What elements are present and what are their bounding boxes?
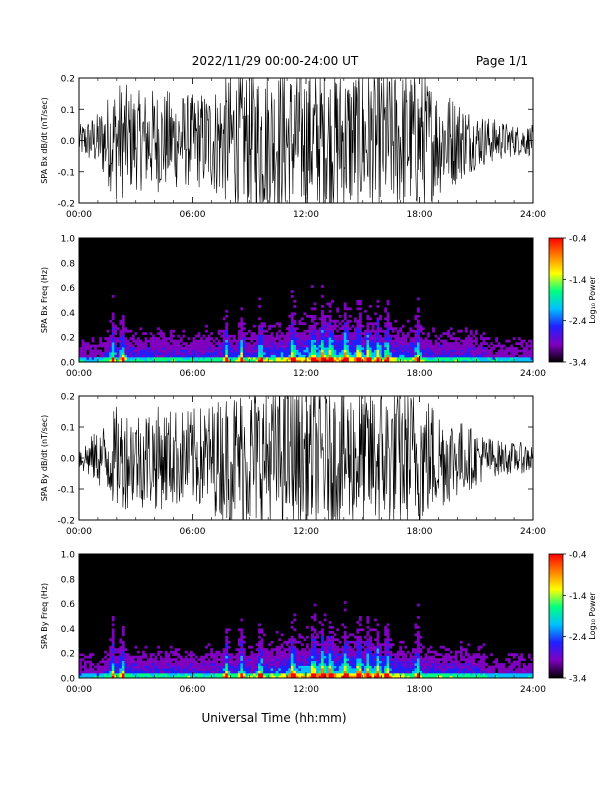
y-tick-label: 0.2 bbox=[61, 650, 75, 660]
colorbar-tick-label: -0.4 bbox=[569, 235, 587, 245]
x-tick-label: 24:00 bbox=[520, 210, 546, 220]
x-tick-label: 18:00 bbox=[407, 527, 433, 537]
colorbar bbox=[548, 553, 564, 679]
x-tick-label: 24:00 bbox=[520, 527, 546, 537]
x-tick-label: 12:00 bbox=[293, 210, 319, 220]
x-tick-label: 06:00 bbox=[180, 210, 206, 220]
y-tick-label: 0.2 bbox=[61, 75, 75, 85]
y-axis-label: SPA Bx dB/dt (nT/sec) bbox=[40, 97, 49, 184]
y-tick-label: 1.0 bbox=[61, 235, 76, 245]
x-tick-label: 18:00 bbox=[407, 210, 433, 220]
x-tick-label: 06:00 bbox=[180, 527, 206, 537]
y-axis-label: SPA By Freq (Hz) bbox=[40, 583, 49, 649]
y-axis-label: SPA By dB/dt (nT/sec) bbox=[40, 415, 49, 502]
colorbar-tick-label: -3.4 bbox=[569, 359, 587, 369]
y-tick-label: 0.6 bbox=[61, 600, 76, 610]
y-axis-label: SPA Bx Freq (Hz) bbox=[40, 267, 49, 333]
y-tick-label: 0.0 bbox=[61, 359, 76, 369]
colorbar-tick-label: -3.4 bbox=[569, 675, 587, 685]
panels: -0.2 -0.1 0.0 0.1 0.2 00:00 06:00 12:00 18:00 24:… bbox=[40, 75, 597, 696]
spectrogram-cells bbox=[79, 285, 534, 363]
x-tick-label: 06:00 bbox=[180, 685, 206, 695]
y-tick-label: 0.0 bbox=[61, 455, 76, 465]
x-tick-label: 18:00 bbox=[407, 369, 433, 379]
x-tick-label: 12:00 bbox=[293, 685, 319, 695]
colorbar-label: Log₁₀ Power bbox=[588, 276, 597, 324]
y-tick-label: 0.2 bbox=[61, 334, 75, 344]
x-tick-label: 24:00 bbox=[520, 685, 546, 695]
y-tick-label: 0.0 bbox=[61, 675, 76, 685]
colorbar-tick-label: -1.4 bbox=[569, 276, 587, 286]
y-tick-label: 0.0 bbox=[61, 137, 76, 147]
panel-4: -0.4 -1.4 -2.4 -3.4 Log₁₀ Power 0.0 0.2 0.4 0.6 0… bbox=[40, 551, 597, 696]
y-tick-label: 0.4 bbox=[61, 309, 76, 319]
colorbar-tick-label: -2.4 bbox=[569, 317, 587, 327]
figure-title: 2022/11/29 00:00-24:00 UT bbox=[192, 54, 359, 68]
y-tick-label: -0.2 bbox=[57, 200, 75, 210]
colorbar-label: Log₁₀ Power bbox=[588, 592, 597, 640]
y-tick-label: -0.2 bbox=[57, 517, 75, 527]
x-tick-label: 00:00 bbox=[66, 685, 92, 695]
panel-3: -0.2 -0.1 0.0 0.1 0.2 00:00 06:00 12:00 18:00 24:… bbox=[40, 393, 546, 538]
x-tick-label: 18:00 bbox=[407, 685, 433, 695]
y-tick-label: 1.0 bbox=[61, 551, 76, 561]
y-tick-label: -0.1 bbox=[57, 168, 75, 178]
series-trace bbox=[78, 395, 534, 521]
x-tick-label: 24:00 bbox=[520, 369, 546, 379]
y-tick-label: 0.4 bbox=[61, 625, 76, 635]
panel-1: -0.2 -0.1 0.0 0.1 0.2 00:00 06:00 12:00 18:00 24:… bbox=[40, 75, 546, 221]
y-tick-label: 0.8 bbox=[61, 259, 76, 269]
colorbar-tick-label: -1.4 bbox=[569, 592, 587, 602]
x-axis-label: Universal Time (hh:mm) bbox=[201, 711, 346, 725]
series-trace bbox=[78, 77, 534, 204]
x-tick-label: 00:00 bbox=[66, 527, 92, 537]
y-tick-label: 0.8 bbox=[61, 575, 76, 585]
spectrogram-cells bbox=[79, 601, 534, 679]
x-tick-label: 06:00 bbox=[180, 369, 206, 379]
y-tick-label: -0.1 bbox=[57, 486, 75, 496]
panel-2: -0.4 -1.4 -2.4 -3.4 Log₁₀ Power 0.0 0.2 0.4 0.6 0… bbox=[40, 235, 597, 380]
x-tick-label: 00:00 bbox=[66, 210, 92, 220]
colorbar bbox=[548, 237, 564, 363]
x-tick-label: 00:00 bbox=[66, 369, 92, 379]
x-tick-label: 12:00 bbox=[293, 369, 319, 379]
x-tick-label: 12:00 bbox=[293, 527, 319, 537]
y-tick-label: 0.1 bbox=[61, 424, 75, 434]
page-indicator: Page 1/1 bbox=[476, 54, 528, 68]
y-tick-label: 0.2 bbox=[61, 393, 75, 403]
colorbar-tick-label: -0.4 bbox=[569, 551, 587, 561]
y-tick-label: 0.1 bbox=[61, 106, 75, 116]
y-tick-label: 0.6 bbox=[61, 284, 76, 294]
colorbar-tick-label: -2.4 bbox=[569, 633, 587, 643]
